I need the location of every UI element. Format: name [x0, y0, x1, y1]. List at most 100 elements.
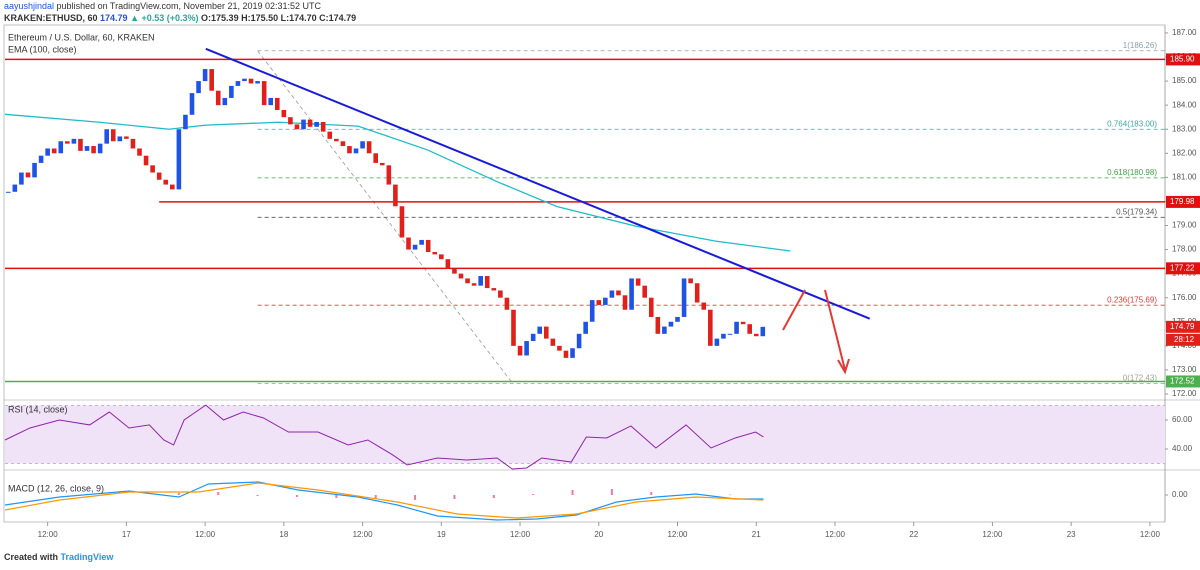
- candle: [740, 321, 746, 325]
- candle: [708, 309, 713, 346]
- rsi-band: [5, 405, 1165, 464]
- footer-text: Created with: [4, 552, 58, 562]
- candle: [589, 300, 595, 322]
- trendline: [205, 47, 871, 320]
- candle: [288, 117, 293, 125]
- fib-label: 0.5(179.34): [1116, 207, 1157, 216]
- candle: [491, 288, 497, 291]
- candle: [517, 345, 523, 356]
- fib-label: 0.236(175.69): [1107, 295, 1157, 304]
- candle: [261, 81, 267, 106]
- footer-brand[interactable]: TradingView: [61, 552, 115, 562]
- candle: [498, 290, 503, 298]
- y-tick-label: 184.00: [1172, 100, 1197, 109]
- y-tick-label: 173.00: [1172, 365, 1197, 374]
- candle: [327, 131, 333, 139]
- price-tag: [1166, 262, 1200, 275]
- candle: [714, 338, 720, 346]
- candle: [432, 251, 438, 255]
- histogram-bar: [492, 495, 495, 498]
- candle: [124, 136, 129, 139]
- price-tag-label: 177.22: [1170, 263, 1195, 272]
- candle: [229, 85, 234, 98]
- y-tick-label: 176.00: [1172, 293, 1197, 302]
- histogram-bar: [335, 495, 338, 498]
- candle: [84, 146, 90, 151]
- x-tick-label: 12:00: [195, 530, 216, 539]
- candle: [721, 333, 726, 339]
- header-line: aayushjindal published on TradingView.co…: [4, 1, 322, 11]
- candle: [12, 184, 18, 192]
- symbol-line: KRAKEN:ETHUSD, 60 174.79 ▲ +0.53 (+0.3%)…: [4, 13, 356, 23]
- marks: 12:00 17 12:00 18 12:00 19 12:00 20 12:00 21 12:00…: [4, 28, 1200, 539]
- candle: [379, 162, 385, 166]
- candle: [222, 97, 228, 106]
- y-tick-label: 0.00: [1172, 490, 1188, 499]
- histogram-bar: [571, 490, 574, 495]
- candle: [183, 114, 188, 130]
- candle: [143, 155, 149, 166]
- candle: [583, 321, 588, 334]
- signal-line: [4, 482, 764, 519]
- candle: [274, 97, 280, 110]
- candle: [176, 129, 182, 190]
- candle: [209, 69, 214, 91]
- candle: [202, 69, 208, 82]
- candle: [747, 324, 752, 334]
- author[interactable]: aayushjindal: [4, 1, 54, 11]
- candle: [439, 254, 444, 260]
- candle: [5, 191, 11, 193]
- x-tick-label: 12:00: [667, 530, 688, 539]
- candle: [386, 165, 392, 185]
- candle: [97, 143, 103, 154]
- candle: [196, 81, 201, 94]
- candle: [366, 141, 372, 154]
- candle: [399, 206, 405, 238]
- candle: [38, 155, 44, 163]
- price-tag: [1166, 375, 1200, 388]
- candle: [71, 138, 77, 144]
- candle: [701, 302, 707, 310]
- y-tick-label: 183.00: [1172, 124, 1197, 133]
- y-tick-label: 178.00: [1172, 245, 1197, 254]
- candle: [347, 146, 352, 154]
- candle: [189, 93, 195, 115]
- x-tick-label: 22: [909, 530, 918, 539]
- candle: [150, 165, 155, 173]
- candle: [622, 295, 628, 310]
- y-tick-label: 179.00: [1172, 221, 1197, 230]
- y-tick-label: 182.00: [1172, 148, 1197, 157]
- candle: [242, 78, 247, 82]
- candle: [504, 297, 510, 310]
- rsi-line: [4, 404, 764, 470]
- published: published on TradingView.com, November 2…: [54, 1, 321, 11]
- candle: [635, 278, 641, 286]
- candle: [484, 276, 490, 289]
- candle: [110, 129, 116, 142]
- candle: [130, 138, 136, 149]
- histogram-bar: [295, 495, 298, 497]
- candle: [688, 278, 693, 284]
- candle: [320, 121, 326, 132]
- candle: [360, 141, 365, 149]
- candle: [104, 129, 109, 144]
- candle: [760, 326, 766, 337]
- candle: [373, 153, 378, 163]
- annotation-arrows: [782, 289, 850, 375]
- candle: [45, 148, 50, 156]
- candle: [675, 316, 680, 322]
- ema-label: EMA (100, close): [8, 44, 77, 54]
- candle: [629, 278, 634, 310]
- candle: [58, 141, 64, 154]
- candle: [694, 283, 700, 303]
- candle: [655, 316, 661, 334]
- candle: [465, 278, 470, 284]
- y-tick-label: 185.00: [1172, 76, 1197, 85]
- countdown: 28:12: [1174, 335, 1195, 344]
- candle: [543, 326, 549, 339]
- footer: Created with TradingView: [4, 552, 114, 562]
- y-tick-label: 187.00: [1172, 28, 1197, 37]
- pane-title: Ethereum / U.S. Dollar, 60, KRAKEN: [8, 32, 155, 42]
- candle: [235, 81, 241, 86]
- candle: [406, 237, 411, 250]
